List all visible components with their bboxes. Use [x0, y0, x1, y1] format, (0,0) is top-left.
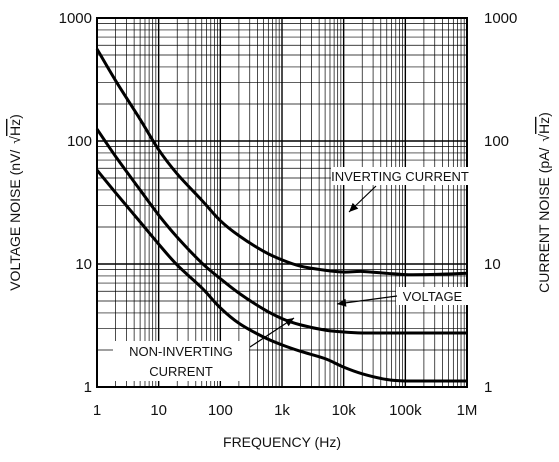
annotation-label: NON-INVERTING [129, 344, 233, 359]
annotation-arrow-head [284, 318, 294, 327]
series-lines [95, 48, 468, 383]
x-tick-label: 1 [93, 402, 101, 419]
series-line-voltage [95, 128, 467, 335]
annotations: INVERTING CURRENT VOLTAGE NON-INVERTING CUR… [113, 167, 469, 381]
annotation-non-inverting-current: NON-INVERTING CURRENT [113, 317, 295, 381]
x-tick-label: 1k [274, 402, 290, 419]
series-line-inverting-current [95, 48, 468, 277]
y-axis-label-right: CURRENT NOISE (pA/√Hz) [536, 112, 552, 293]
annotation-box [113, 341, 249, 381]
y-left-tick-label: 1 [84, 379, 92, 396]
series-line-non-inverting-current [95, 169, 467, 383]
y-right-tick-label: 10 [484, 256, 501, 273]
annotation-label: VOLTAGE [403, 289, 463, 304]
annotation-inverting-current: INVERTING CURRENT [331, 167, 469, 213]
x-tick-label: 100k [389, 402, 422, 419]
y-left-tick-label: 1000 [59, 10, 92, 27]
y-axis-label-left: VOLTAGE NOISE (nV/√Hz) [7, 114, 23, 291]
grid [96, 18, 467, 388]
annotation-arrow-head [349, 202, 359, 212]
y-axis-label-left-text: VOLTAGE NOISE (nV/√Hz) [7, 114, 23, 291]
y-axis-label-right-text: CURRENT NOISE (pA/√Hz) [536, 112, 552, 293]
annotation-label-line2: CURRENT [149, 364, 213, 379]
plot-frame [96, 17, 468, 388]
annotation-arrow-line [336, 295, 398, 305]
y-right-tick-label: 100 [484, 133, 509, 150]
y-right-tick-label: 1 [484, 379, 492, 396]
x-tick-label: 1M [457, 402, 478, 419]
x-tick-label: 10k [332, 402, 357, 419]
x-tick-label: 10 [150, 402, 167, 419]
x-tick-label: 100 [208, 402, 233, 419]
y-right-tick-label: 1000 [484, 10, 517, 27]
x-axis-label: FREQUENCY (Hz) [223, 434, 341, 450]
annotation-box [396, 287, 469, 305]
y-left-tick-labels: 1 10 100 1000 [59, 10, 92, 396]
annotation-label: INVERTING CURRENT [331, 169, 469, 184]
annotation-arrow-head [337, 298, 347, 307]
y-left-tick-label: 100 [67, 133, 92, 150]
annotation-voltage: VOLTAGE [336, 287, 469, 307]
y-left-tick-label: 10 [75, 256, 92, 273]
y-right-tick-labels: 1 10 100 1000 [484, 10, 517, 396]
x-tick-labels: 1 10 100 1k 10k 100k 1M [93, 402, 478, 419]
annotation-box [331, 167, 469, 185]
